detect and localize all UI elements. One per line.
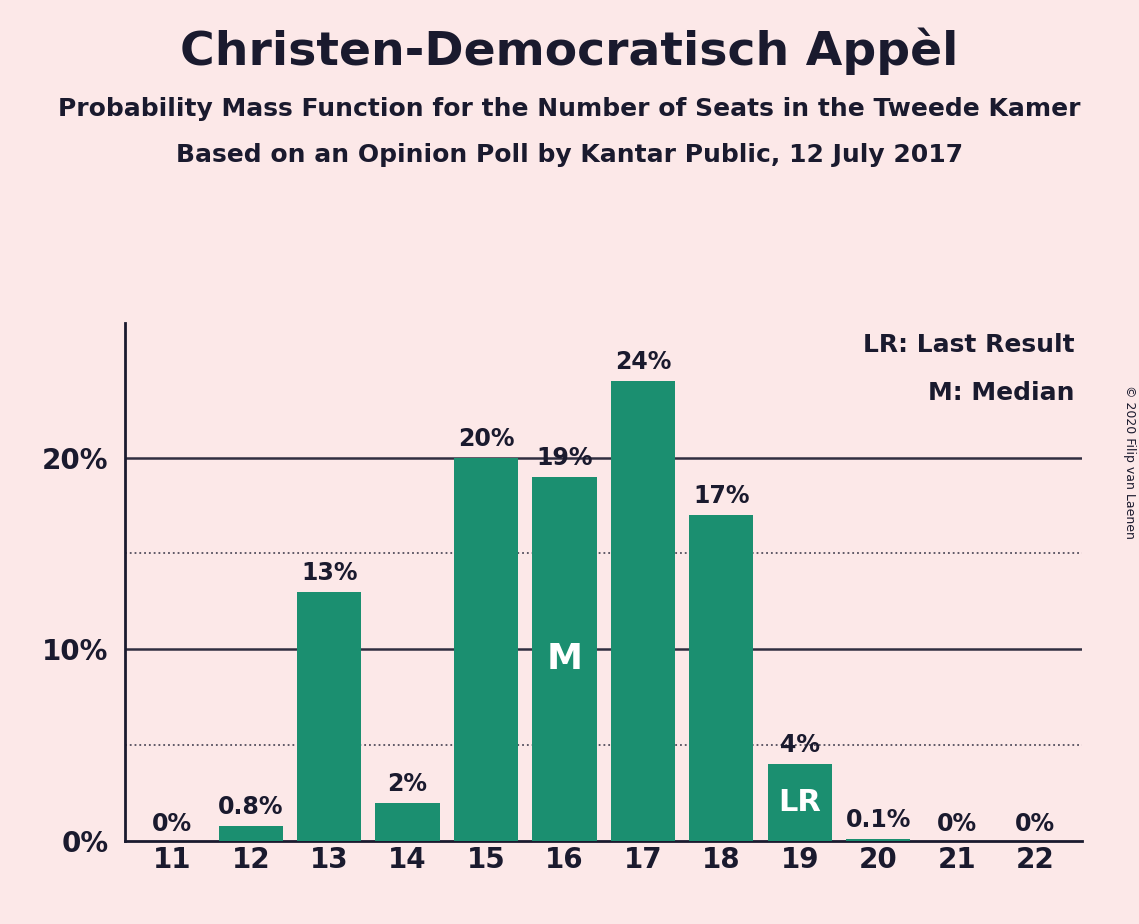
Text: M: M xyxy=(547,642,582,675)
Bar xyxy=(768,764,831,841)
Text: 20%: 20% xyxy=(458,427,515,451)
Text: Based on an Opinion Poll by Kantar Public, 12 July 2017: Based on an Opinion Poll by Kantar Publi… xyxy=(175,143,964,167)
Text: 0%: 0% xyxy=(153,812,192,836)
Text: LR: Last Result: LR: Last Result xyxy=(862,333,1074,357)
Bar xyxy=(376,803,440,841)
Text: 17%: 17% xyxy=(693,484,749,508)
Text: 24%: 24% xyxy=(615,350,671,374)
Bar xyxy=(453,457,518,841)
Text: 0%: 0% xyxy=(1015,812,1055,836)
Text: M: Median: M: Median xyxy=(927,381,1074,405)
Text: 0.8%: 0.8% xyxy=(218,795,284,819)
Text: © 2020 Filip van Laenen: © 2020 Filip van Laenen xyxy=(1123,385,1137,539)
Bar xyxy=(846,839,910,841)
Bar xyxy=(297,591,361,841)
Text: Christen-Democratisch Appèl: Christen-Democratisch Appèl xyxy=(180,28,959,75)
Bar xyxy=(219,825,282,841)
Text: 13%: 13% xyxy=(301,561,358,585)
Text: 4%: 4% xyxy=(780,734,820,758)
Bar xyxy=(611,381,675,841)
Text: 0.1%: 0.1% xyxy=(845,808,911,833)
Text: Probability Mass Function for the Number of Seats in the Tweede Kamer: Probability Mass Function for the Number… xyxy=(58,97,1081,121)
Bar xyxy=(689,515,754,841)
Text: 0%: 0% xyxy=(936,812,976,836)
Text: 19%: 19% xyxy=(536,446,592,470)
Text: LR: LR xyxy=(778,788,821,817)
Bar xyxy=(532,477,597,841)
Text: 2%: 2% xyxy=(387,772,427,796)
